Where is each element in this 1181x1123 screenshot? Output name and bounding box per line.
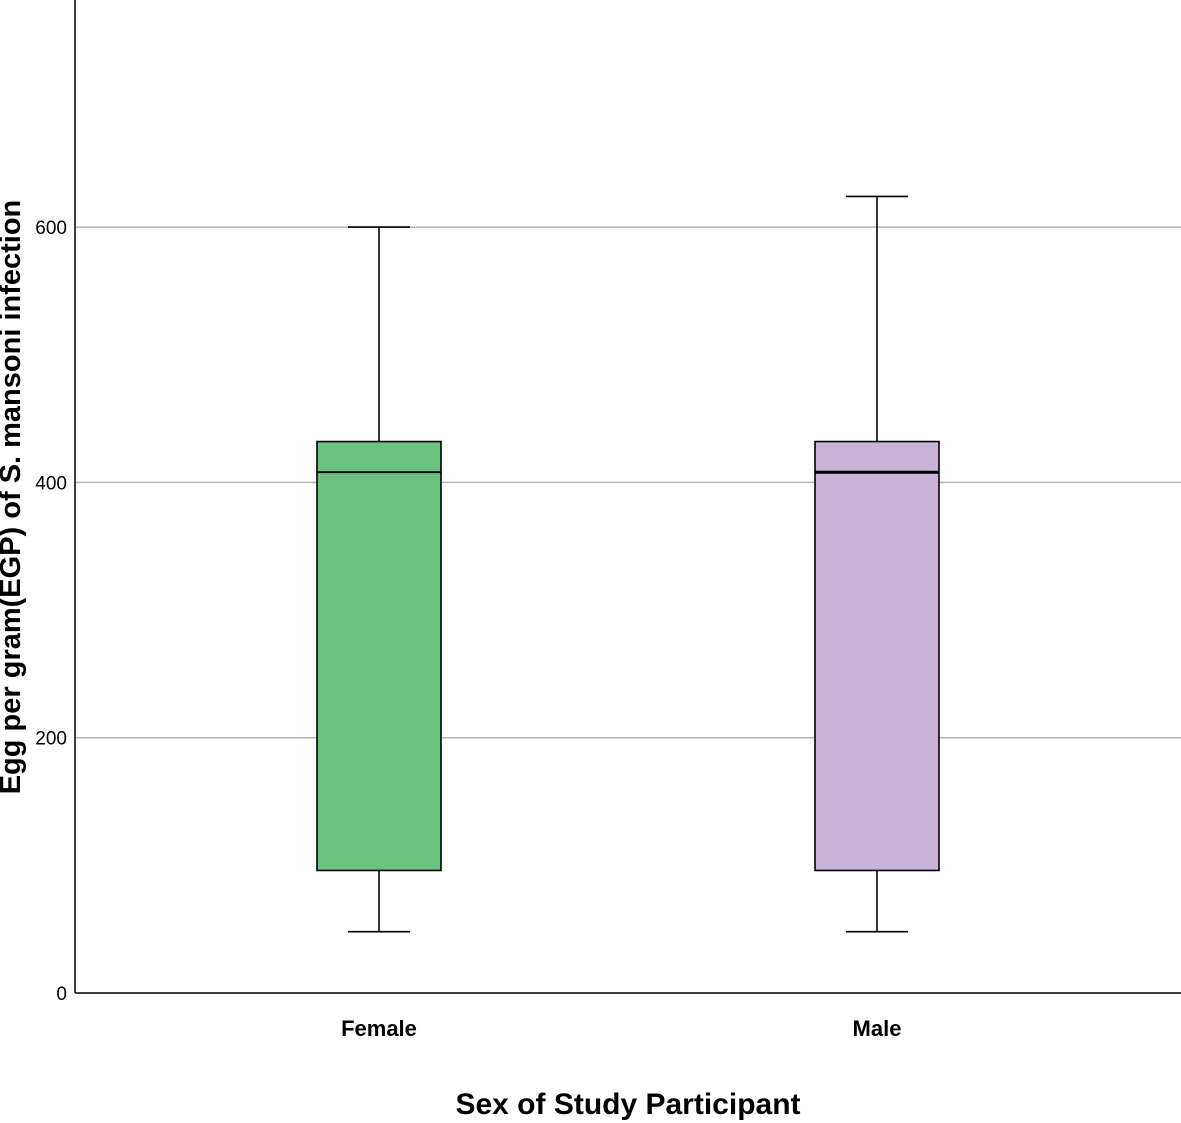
x-tick-label: Male	[853, 1016, 902, 1041]
x-tick-label: Female	[341, 1016, 417, 1041]
y-axis-title: Egg per gram(EGP) of S. mansoni infectio…	[0, 200, 27, 795]
y-tick-label: 400	[35, 473, 67, 494]
y-tick-label: 600	[35, 218, 67, 239]
y-tick-label: 200	[35, 729, 67, 750]
iqr-box	[316, 440, 442, 872]
axes	[74, 0, 1181, 994]
box-group	[316, 226, 442, 933]
y-tick-label: 0	[56, 984, 67, 1005]
gridlines	[75, 226, 1181, 739]
boxes	[316, 195, 940, 933]
x-tick-labels: Female Male	[341, 1016, 901, 1041]
y-tick-labels: 0 200 400 600	[35, 218, 67, 1005]
x-axis-title: Sex of Study Participant	[455, 1088, 800, 1121]
iqr-box	[814, 440, 940, 872]
box-group	[814, 195, 940, 933]
